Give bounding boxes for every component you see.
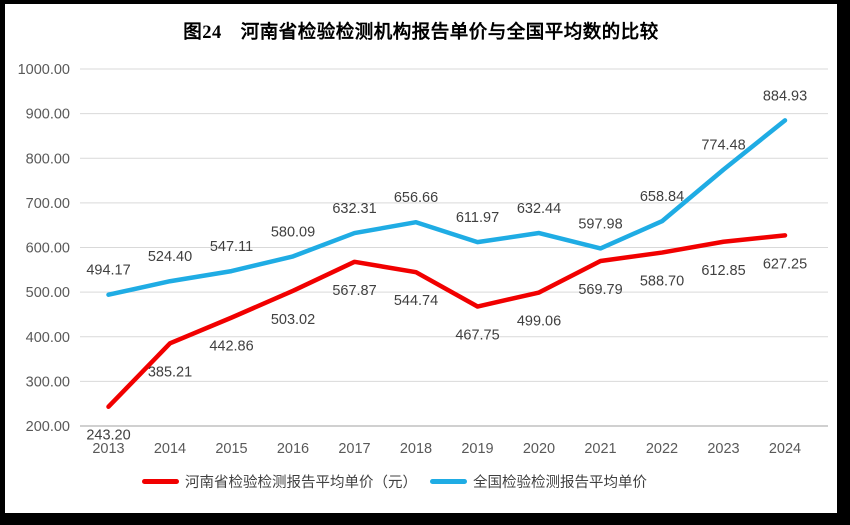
- chart-canvas: 图24 河南省检验检测机构报告单价与全国平均数的比较 200.00 300.00 4…: [5, 4, 837, 513]
- data-label-series-0: 467.75: [455, 328, 499, 344]
- y-tick-label: 1000.00: [18, 62, 70, 78]
- x-tick-label: 2018: [400, 441, 432, 457]
- data-label-series-0: 499.06: [517, 314, 561, 330]
- data-label-series-0: 503.02: [271, 312, 315, 328]
- y-tick-label: 700.00: [26, 196, 70, 212]
- data-label-series-1: 656.66: [394, 190, 438, 206]
- y-tick-label: 800.00: [26, 151, 70, 167]
- data-label-series-0: 612.85: [701, 263, 745, 279]
- data-label-series-1: 494.17: [86, 263, 130, 279]
- data-label-series-1: 658.84: [640, 189, 684, 205]
- data-label-series-0: 385.21: [148, 364, 192, 380]
- chart-title: 图24 河南省检验检测机构报告单价与全国平均数的比较: [183, 23, 659, 43]
- series-line-1: [106, 118, 788, 297]
- x-tick-label: 2023: [707, 441, 739, 457]
- data-label-series-0: 588.70: [640, 274, 684, 290]
- x-tick-label: 2013: [92, 441, 124, 457]
- x-tick-label: 2021: [584, 441, 616, 457]
- data-label-series-0: 442.86: [209, 339, 253, 355]
- data-label-series-1: 611.97: [456, 210, 499, 226]
- legend-label-national: 全国检验检测报告平均单价: [473, 474, 647, 491]
- data-label-series-1: 884.93: [763, 88, 807, 104]
- data-label-series-1: 597.98: [578, 216, 622, 232]
- y-tick-label: 600.00: [26, 241, 70, 257]
- data-label-series-0: 243.20: [86, 428, 130, 444]
- y-tick-label: 300.00: [26, 374, 70, 390]
- henan-series-swatch-line: [142, 478, 179, 484]
- x-tick-label: 2024: [769, 441, 801, 457]
- data-label-series-1: 774.48: [701, 138, 745, 154]
- x-tick-label: 2022: [646, 441, 678, 457]
- x-tick-label: 2016: [277, 441, 309, 457]
- data-label-series-0: 544.74: [394, 293, 438, 309]
- data-label-series-0: 627.25: [763, 256, 807, 272]
- data-label-series-1: 580.09: [271, 224, 315, 240]
- legend-item-national[interactable]: 全国检验检测报告平均单价: [430, 471, 647, 492]
- data-label-series-1: 547.11: [210, 239, 253, 255]
- y-tick-label: 900.00: [26, 107, 70, 123]
- data-label-series-0: 567.87: [332, 283, 376, 299]
- national-series-swatch-line: [430, 478, 467, 484]
- legend-item-henan[interactable]: 河南省检验检测报告平均单价（元）: [142, 471, 417, 492]
- x-tick-label: 2017: [338, 441, 370, 457]
- data-label-series-1: 632.31: [332, 201, 376, 217]
- y-tick-label: 400.00: [26, 330, 70, 346]
- x-tick-label: 2014: [154, 441, 186, 457]
- data-label-series-1: 524.40: [148, 249, 192, 265]
- legend: 河南省检验检测报告平均单价（元） 全国检验检测报告平均单价: [142, 471, 647, 491]
- x-tick-label: 2019: [461, 441, 493, 457]
- data-label-series-1: 632.44: [517, 201, 561, 217]
- y-tick-label: 500.00: [26, 285, 70, 301]
- x-tick-label: 2020: [523, 441, 555, 457]
- series-line-0: [106, 233, 788, 409]
- legend-label-henan: 河南省检验检测报告平均单价（元）: [185, 474, 417, 491]
- plot-area: 200.00 300.00 400.00 500.00 600.00 700.00 800.…: [18, 62, 828, 457]
- x-tick-label: 2015: [215, 441, 247, 457]
- y-tick-label: 200.00: [26, 419, 70, 435]
- data-label-series-0: 569.79: [578, 282, 622, 298]
